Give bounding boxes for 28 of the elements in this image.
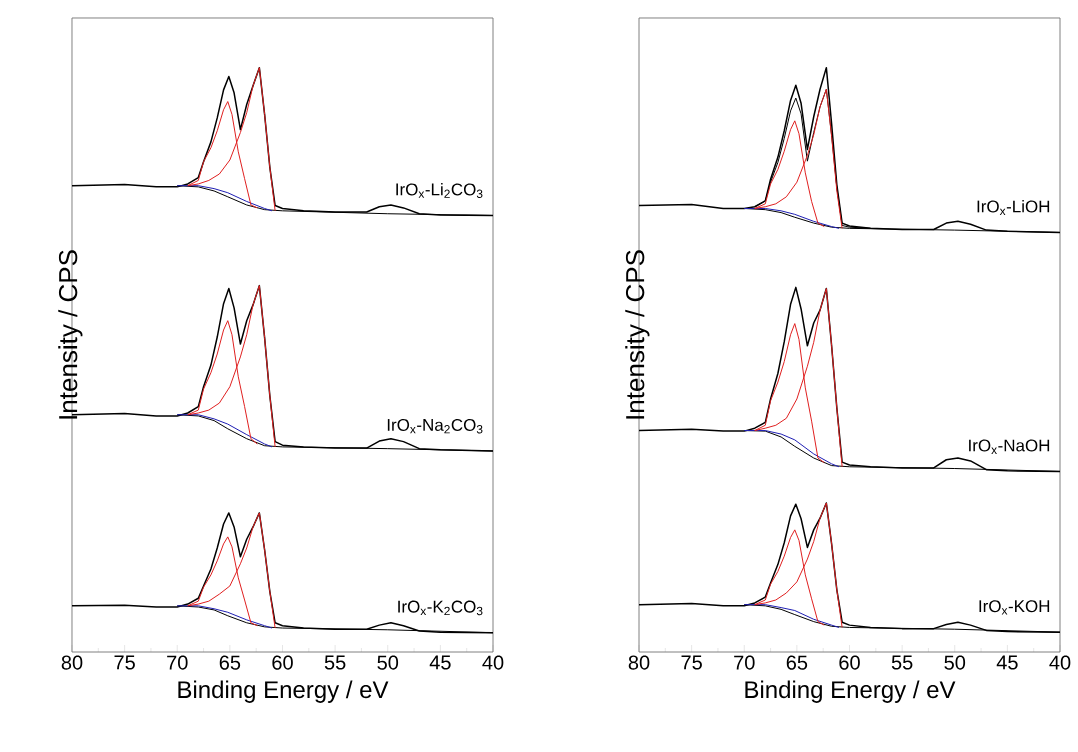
x-tick-label: 60 <box>272 655 293 670</box>
series-label: IrO$_{x}$-K$_{2}$CO$_{3}$ <box>398 600 483 616</box>
x-tick-label: 40 <box>1049 655 1071 670</box>
series-label: IrO$_{x}$-NaOH <box>969 439 1050 454</box>
x-tick-label: 60 <box>839 655 860 670</box>
series-label: IrO$_{x}$-LiOH <box>977 200 1050 215</box>
x-tick-label: 40 <box>482 655 504 670</box>
x-tick-label: 55 <box>324 655 346 670</box>
series-label: IrO$_{x}$-Li$_{2}$CO$_{3}$ <box>396 182 483 198</box>
x-tick-label: 70 <box>167 655 188 670</box>
x-tick-label: 65 <box>219 655 241 670</box>
series-label: IrO$_{x}$-Na$_{2}$CO$_{3}$ <box>387 418 483 434</box>
x-tick-label: 45 <box>429 655 451 670</box>
x-tick-label: 65 <box>786 655 808 670</box>
x-tick-label: 75 <box>681 655 702 670</box>
y-axis-title: Intensity / CPS <box>58 250 83 419</box>
x-tick-label: 55 <box>891 655 913 670</box>
x-tick-label: 80 <box>61 655 83 670</box>
x-tick-label: 70 <box>734 655 755 670</box>
x-tick-label: 45 <box>996 655 1018 670</box>
x-tick-label: 80 <box>628 655 650 670</box>
y-axis-title: Intensity / CPS <box>625 250 650 419</box>
x-tick-label: 75 <box>114 655 135 670</box>
x-tick-label: 50 <box>377 655 399 670</box>
x-axis-title: Binding Energy / eV <box>745 680 956 703</box>
x-tick-label: 50 <box>944 655 966 670</box>
series-label: IrO$_{x}$-KOH <box>979 600 1050 615</box>
x-axis-title: Binding Energy / eV <box>178 680 389 703</box>
